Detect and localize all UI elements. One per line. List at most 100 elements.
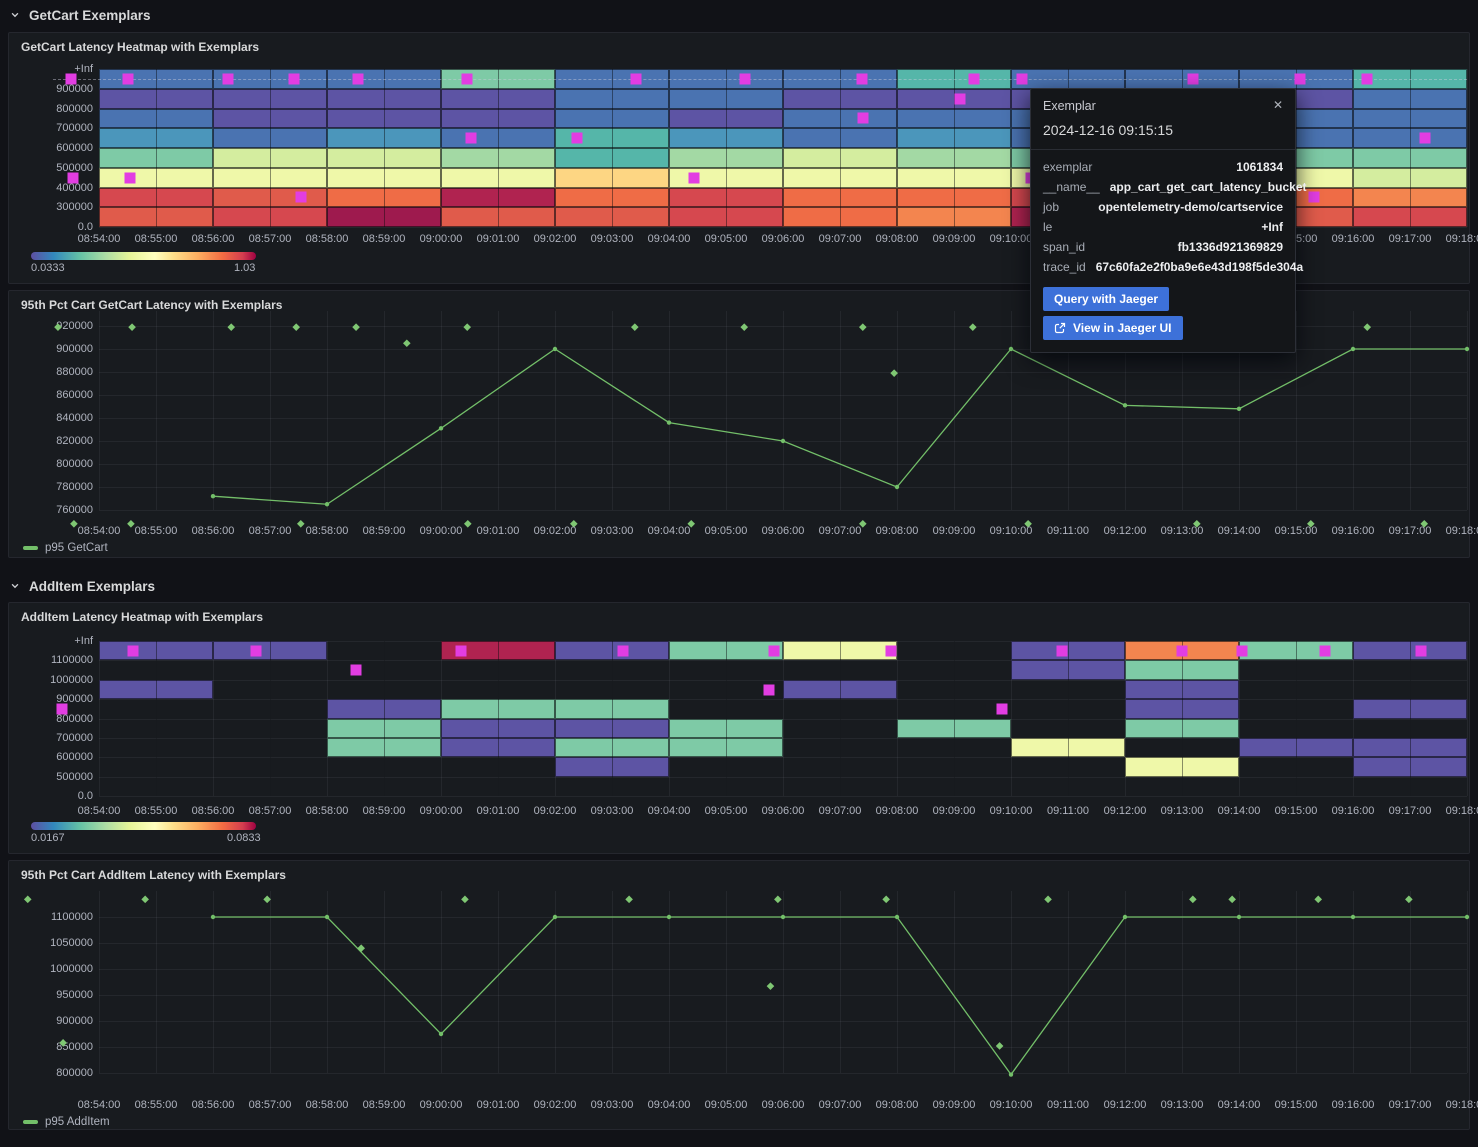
- data-point[interactable]: [324, 914, 330, 920]
- heatmap-cell[interactable]: [555, 167, 669, 188]
- row-header-additem[interactable]: AddItem Exemplars: [10, 577, 155, 595]
- exemplar-diamond[interactable]: [1189, 895, 1197, 904]
- exemplar-diamond[interactable]: [463, 323, 472, 331]
- heatmap-cell[interactable]: [555, 207, 669, 227]
- exemplar-marker[interactable]: [1419, 132, 1431, 144]
- panel-title[interactable]: 95th Pct Cart GetCart Latency with Exemp…: [21, 298, 283, 312]
- data-point[interactable]: [552, 346, 558, 352]
- heatmap-cell[interactable]: [327, 738, 441, 758]
- heatmap-cell[interactable]: [99, 88, 213, 109]
- heatmap-cell[interactable]: [1011, 641, 1125, 661]
- exemplar-marker[interactable]: [1361, 73, 1373, 85]
- heatmap-cell[interactable]: [441, 207, 555, 227]
- exemplar-diamond[interactable]: [54, 323, 62, 331]
- data-point[interactable]: [1350, 346, 1356, 352]
- view-in-jaeger-ui-button[interactable]: View in Jaeger UI: [1043, 316, 1183, 340]
- exemplar-marker[interactable]: [465, 132, 477, 144]
- data-point[interactable]: [1122, 403, 1128, 408]
- exemplar-marker[interactable]: [1319, 645, 1330, 657]
- data-point[interactable]: [324, 502, 330, 507]
- heatmap-cell[interactable]: [99, 641, 213, 661]
- heatmap-cell[interactable]: [783, 679, 897, 700]
- heatmap-cell[interactable]: [669, 187, 783, 208]
- heatmap-cell[interactable]: [669, 88, 783, 109]
- data-point[interactable]: [894, 484, 900, 490]
- heatmap-cell[interactable]: [99, 108, 213, 129]
- heatmap-cell[interactable]: [327, 108, 441, 129]
- exemplar-diamond[interactable]: [570, 520, 578, 528]
- legend-item-p95-additem[interactable]: p95 AddItem: [23, 1116, 110, 1128]
- heatmap-cell[interactable]: [1353, 167, 1467, 188]
- close-icon[interactable]: ✕: [1272, 98, 1283, 112]
- heatmap-cell[interactable]: [669, 128, 783, 148]
- data-point[interactable]: [438, 1031, 444, 1037]
- heatmap-cell[interactable]: [1353, 738, 1467, 758]
- heatmap-cell[interactable]: [1125, 718, 1239, 738]
- exemplar-marker[interactable]: [1236, 645, 1248, 657]
- heatmap-cell[interactable]: [783, 88, 897, 109]
- exemplar-diamond[interactable]: [1363, 323, 1372, 331]
- exemplar-diamond[interactable]: [59, 1039, 67, 1047]
- heatmap-cell[interactable]: [213, 641, 327, 661]
- heatmap-cell[interactable]: [441, 738, 555, 758]
- exemplar-diamond[interactable]: [1420, 520, 1429, 528]
- heatmap-cell[interactable]: [327, 88, 441, 109]
- heatmap-cell[interactable]: [669, 148, 783, 168]
- exemplar-diamond[interactable]: [1044, 895, 1052, 904]
- heatmap-cell[interactable]: [897, 167, 1011, 188]
- heatmap-cell[interactable]: [441, 167, 555, 188]
- heatmap-cell[interactable]: [1353, 187, 1467, 208]
- exemplar-marker[interactable]: [295, 191, 307, 203]
- data-point[interactable]: [666, 420, 672, 425]
- heatmap-cell[interactable]: [327, 718, 441, 738]
- heatmap-cell[interactable]: [783, 207, 897, 227]
- heatmap-cell[interactable]: [897, 207, 1011, 227]
- exemplar-diamond[interactable]: [227, 323, 236, 331]
- heatmap-cell[interactable]: [669, 718, 783, 738]
- exemplar-marker[interactable]: [856, 73, 868, 85]
- exemplar-diamond[interactable]: [631, 323, 639, 331]
- heatmap-cell[interactable]: [213, 88, 327, 109]
- exemplar-diamond[interactable]: [740, 323, 749, 331]
- exemplar-diamond[interactable]: [70, 520, 78, 528]
- heatmap-cell[interactable]: [555, 187, 669, 208]
- data-point[interactable]: [666, 914, 672, 920]
- heatmap-cell[interactable]: [1353, 88, 1467, 109]
- heatmap-cell[interactable]: [1353, 207, 1467, 227]
- exemplar-diamond[interactable]: [296, 520, 305, 528]
- exemplar-diamond[interactable]: [463, 520, 472, 528]
- exemplar-marker[interactable]: [1294, 73, 1306, 85]
- heatmap-cell[interactable]: [441, 88, 555, 109]
- heatmap-cell[interactable]: [555, 108, 669, 129]
- heatmap-cell[interactable]: [897, 718, 1011, 738]
- exemplar-diamond[interactable]: [1314, 895, 1323, 904]
- data-point[interactable]: [210, 494, 216, 499]
- exemplar-marker[interactable]: [739, 73, 751, 85]
- exemplar-marker[interactable]: [768, 645, 780, 657]
- exemplar-marker[interactable]: [455, 645, 467, 657]
- data-point[interactable]: [780, 914, 786, 920]
- exemplar-marker[interactable]: [630, 73, 642, 85]
- exemplar-marker[interactable]: [352, 73, 364, 85]
- heatmap-cell[interactable]: [555, 641, 669, 661]
- data-point[interactable]: [438, 426, 444, 431]
- heatmap-cell[interactable]: [441, 148, 555, 168]
- exemplar-diamond[interactable]: [357, 944, 365, 952]
- exemplar-diamond[interactable]: [774, 895, 782, 904]
- heatmap-cell[interactable]: [783, 128, 897, 148]
- heatmap-cell[interactable]: [783, 69, 897, 89]
- data-point[interactable]: [1464, 914, 1470, 920]
- exemplar-marker[interactable]: [56, 703, 68, 715]
- heatmap-cell[interactable]: [555, 699, 669, 719]
- heatmap-cell[interactable]: [669, 108, 783, 129]
- heatmap-cell[interactable]: [441, 187, 555, 208]
- exemplar-diamond[interactable]: [1307, 520, 1315, 528]
- exemplar-marker[interactable]: [350, 664, 361, 676]
- exemplar-diamond[interactable]: [263, 895, 271, 904]
- heatmap-cell[interactable]: [213, 167, 327, 188]
- heatmap-cell[interactable]: [441, 108, 555, 129]
- exemplar-diamond[interactable]: [687, 520, 696, 528]
- panel-title[interactable]: AddItem Latency Heatmap with Exemplars: [21, 610, 264, 624]
- heatmap-cell[interactable]: [1011, 660, 1125, 680]
- heatmap-cell[interactable]: [441, 699, 555, 719]
